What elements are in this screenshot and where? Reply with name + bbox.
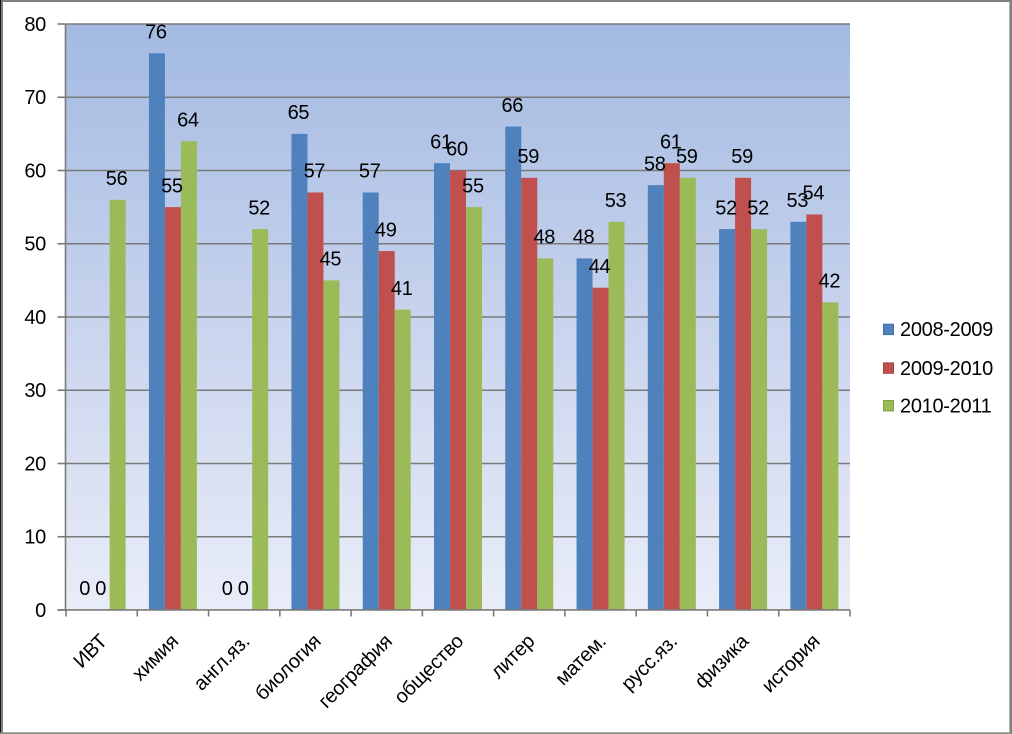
svg-text:57: 57 <box>304 161 326 183</box>
svg-text:49: 49 <box>375 219 397 241</box>
svg-text:биология: биология <box>251 630 325 704</box>
svg-text:60: 60 <box>24 160 46 182</box>
svg-text:44: 44 <box>589 256 611 278</box>
svg-text:52: 52 <box>248 197 270 219</box>
svg-text:60: 60 <box>446 139 468 161</box>
svg-text:59: 59 <box>731 146 753 168</box>
svg-text:40: 40 <box>24 307 46 329</box>
svg-text:61: 61 <box>430 131 452 153</box>
svg-text:66: 66 <box>501 95 523 117</box>
svg-text:русс.яз.: русс.яз. <box>617 630 682 695</box>
svg-text:61: 61 <box>660 131 682 153</box>
svg-text:матем.: матем. <box>551 630 610 689</box>
svg-text:53: 53 <box>787 190 809 212</box>
svg-text:65: 65 <box>288 102 310 124</box>
svg-text:50: 50 <box>24 234 46 256</box>
svg-text:70: 70 <box>24 87 46 109</box>
svg-text:45: 45 <box>320 249 342 271</box>
svg-text:80: 80 <box>24 14 46 36</box>
svg-text:59: 59 <box>517 146 539 168</box>
svg-text:48: 48 <box>573 227 595 249</box>
svg-text:20: 20 <box>24 453 46 475</box>
svg-text:физика: физика <box>691 630 754 693</box>
svg-text:0: 0 <box>79 578 90 600</box>
svg-text:53: 53 <box>605 190 627 212</box>
svg-text:55: 55 <box>462 175 484 197</box>
svg-text:52: 52 <box>747 197 769 219</box>
svg-text:химия: химия <box>128 630 183 685</box>
svg-text:57: 57 <box>359 161 381 183</box>
svg-text:10: 10 <box>24 527 46 549</box>
svg-text:англ.яз.: англ.яз. <box>190 630 255 695</box>
svg-text:59: 59 <box>676 146 698 168</box>
svg-text:54: 54 <box>803 183 825 205</box>
svg-text:история: история <box>758 630 825 697</box>
svg-text:общество: общество <box>390 630 468 708</box>
svg-text:0: 0 <box>95 578 106 600</box>
svg-text:0: 0 <box>222 578 233 600</box>
svg-text:52: 52 <box>715 197 737 219</box>
svg-text:2008-2009: 2008-2009 <box>900 319 993 341</box>
svg-text:литер: литер <box>487 630 540 683</box>
svg-text:42: 42 <box>819 271 841 293</box>
svg-text:2010-2011: 2010-2011 <box>900 396 992 418</box>
svg-text:76: 76 <box>145 22 167 44</box>
svg-text:ИВТ: ИВТ <box>69 630 111 672</box>
svg-text:0: 0 <box>238 578 249 600</box>
svg-text:55: 55 <box>161 175 183 197</box>
svg-text:география: география <box>314 630 396 712</box>
svg-text:41: 41 <box>391 278 413 300</box>
svg-text:58: 58 <box>644 153 666 175</box>
svg-text:30: 30 <box>24 380 46 402</box>
svg-text:0: 0 <box>35 600 46 622</box>
svg-text:64: 64 <box>177 109 199 131</box>
svg-text:48: 48 <box>533 227 555 249</box>
svg-text:2009-2010: 2009-2010 <box>900 358 993 380</box>
svg-text:56: 56 <box>106 168 128 190</box>
